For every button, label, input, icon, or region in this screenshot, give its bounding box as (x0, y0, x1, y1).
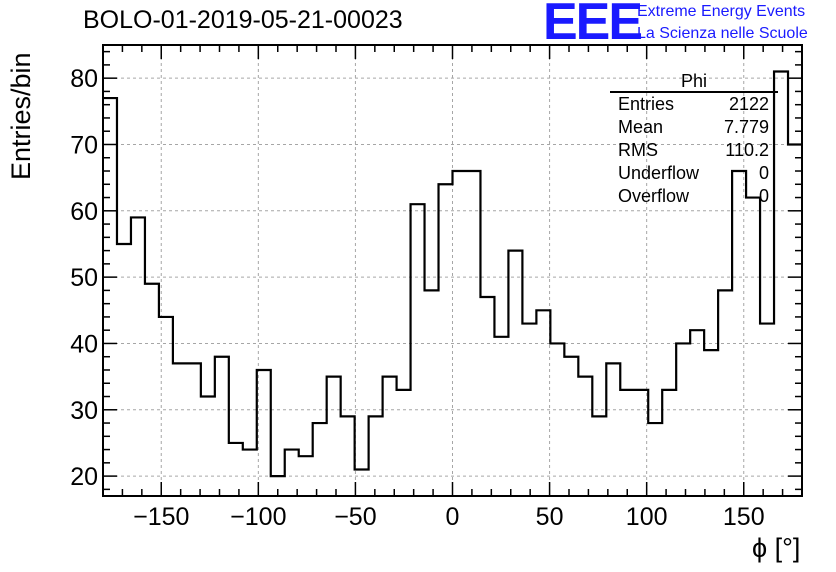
histogram-bin (229, 443, 243, 496)
stats-row-entries: Entries 2122 (610, 93, 778, 116)
logo-line-2: La Scienza nelle Scuole (637, 25, 808, 42)
histogram-bin (648, 423, 662, 496)
stats-value: 2122 (728, 94, 769, 114)
histogram-bin (425, 290, 439, 496)
stats-value: 110.2 (725, 140, 769, 160)
histogram-bin (453, 171, 467, 496)
histogram-bin (536, 310, 550, 496)
histogram-bin (564, 357, 578, 496)
histogram-bin (397, 390, 411, 496)
histogram-bin (508, 251, 522, 496)
histogram-bin (760, 324, 774, 496)
x-axis-label: ϕ [°] (752, 533, 801, 563)
histogram-bin (690, 330, 704, 496)
stats-value: 7.779 (723, 117, 769, 137)
histogram-bin (592, 416, 606, 496)
histogram-bin (732, 171, 746, 496)
grid-lines (103, 45, 802, 496)
y-tick-label: 60 (70, 198, 98, 226)
histogram-bin (676, 343, 690, 496)
histogram-bin (746, 198, 760, 496)
y-tick-label: 30 (70, 397, 98, 425)
histogram-bin (522, 324, 536, 496)
histogram-bin (411, 204, 425, 496)
histogram-bin (606, 363, 620, 496)
histogram-bin (159, 317, 173, 496)
histogram-bin (369, 416, 383, 496)
stats-label: Underflow (618, 163, 700, 183)
histogram-bin (313, 423, 327, 496)
axis-ticks (102, 45, 803, 496)
x-tick-label: 150 (723, 503, 765, 531)
stats-row-mean: Mean 7.779 (610, 116, 778, 139)
y-tick-label: 80 (70, 65, 98, 93)
histogram-bin (355, 469, 369, 496)
histogram-bin (439, 184, 453, 496)
chart-title: BOLO-01-2019-05-21-00023 (83, 6, 403, 34)
x-tick-labels: −150 −100 −50 0 50 100 150 (133, 503, 765, 531)
y-axis-label: Entries/bin (6, 52, 36, 180)
histogram-bin (257, 370, 271, 496)
histogram-bin (145, 284, 159, 496)
histogram-bin (578, 377, 592, 496)
histogram-bin (201, 397, 215, 496)
histogram-bin (494, 337, 508, 496)
stats-row-underflow: Underflow 0 (610, 162, 778, 185)
stats-row-rms: RMS 110.2 (610, 139, 778, 162)
histogram-bin (299, 456, 313, 496)
histogram-bin (173, 363, 187, 496)
histogram-bin (383, 377, 397, 496)
y-tick-labels: 20 30 40 50 60 70 80 (70, 65, 98, 491)
histogram-bin (117, 244, 131, 496)
x-tick-label: −150 (133, 503, 189, 531)
y-tick-label: 20 (70, 463, 98, 491)
y-tick-label: 40 (70, 330, 98, 358)
stats-title: Phi (610, 71, 778, 93)
histogram-bin (215, 357, 229, 496)
histogram-bin (662, 390, 676, 496)
histogram-bin (341, 416, 355, 496)
x-tick-label: 100 (626, 503, 668, 531)
x-tick-label: −50 (334, 503, 376, 531)
histogram-bin (480, 297, 494, 496)
stats-row-overflow: Overflow 0 (610, 185, 778, 208)
histogram-bin (131, 217, 145, 496)
x-tick-label: 0 (446, 503, 460, 531)
stats-value: 0 (758, 186, 769, 206)
histogram-bin (466, 171, 480, 496)
stats-label: RMS (618, 140, 658, 160)
histogram-series-phi (103, 70, 802, 478)
histogram-bin (620, 390, 634, 496)
stats-label: Entries (618, 94, 675, 114)
histogram-bin (187, 363, 201, 496)
histogram-bin (634, 390, 648, 496)
stats-box: Phi Entries 2122 Mean 7.779 RMS 110.2 Un… (610, 71, 778, 208)
logo-line-1: Extreme Energy Events (637, 3, 806, 20)
x-tick-label: 50 (536, 503, 564, 531)
histogram-bin (704, 350, 718, 496)
y-tick-label: 50 (70, 264, 98, 292)
histogram-bin (327, 377, 341, 496)
stats-label: Overflow (618, 186, 690, 206)
eee-logo: EEE (543, 0, 643, 51)
histogram-bin (550, 343, 564, 496)
histogram-bin (718, 290, 732, 496)
x-tick-label: −100 (230, 503, 286, 531)
histogram-bin (243, 450, 257, 496)
y-tick-label: 70 (70, 131, 98, 159)
stats-value: 0 (758, 163, 769, 183)
stats-label: Mean (618, 117, 664, 137)
